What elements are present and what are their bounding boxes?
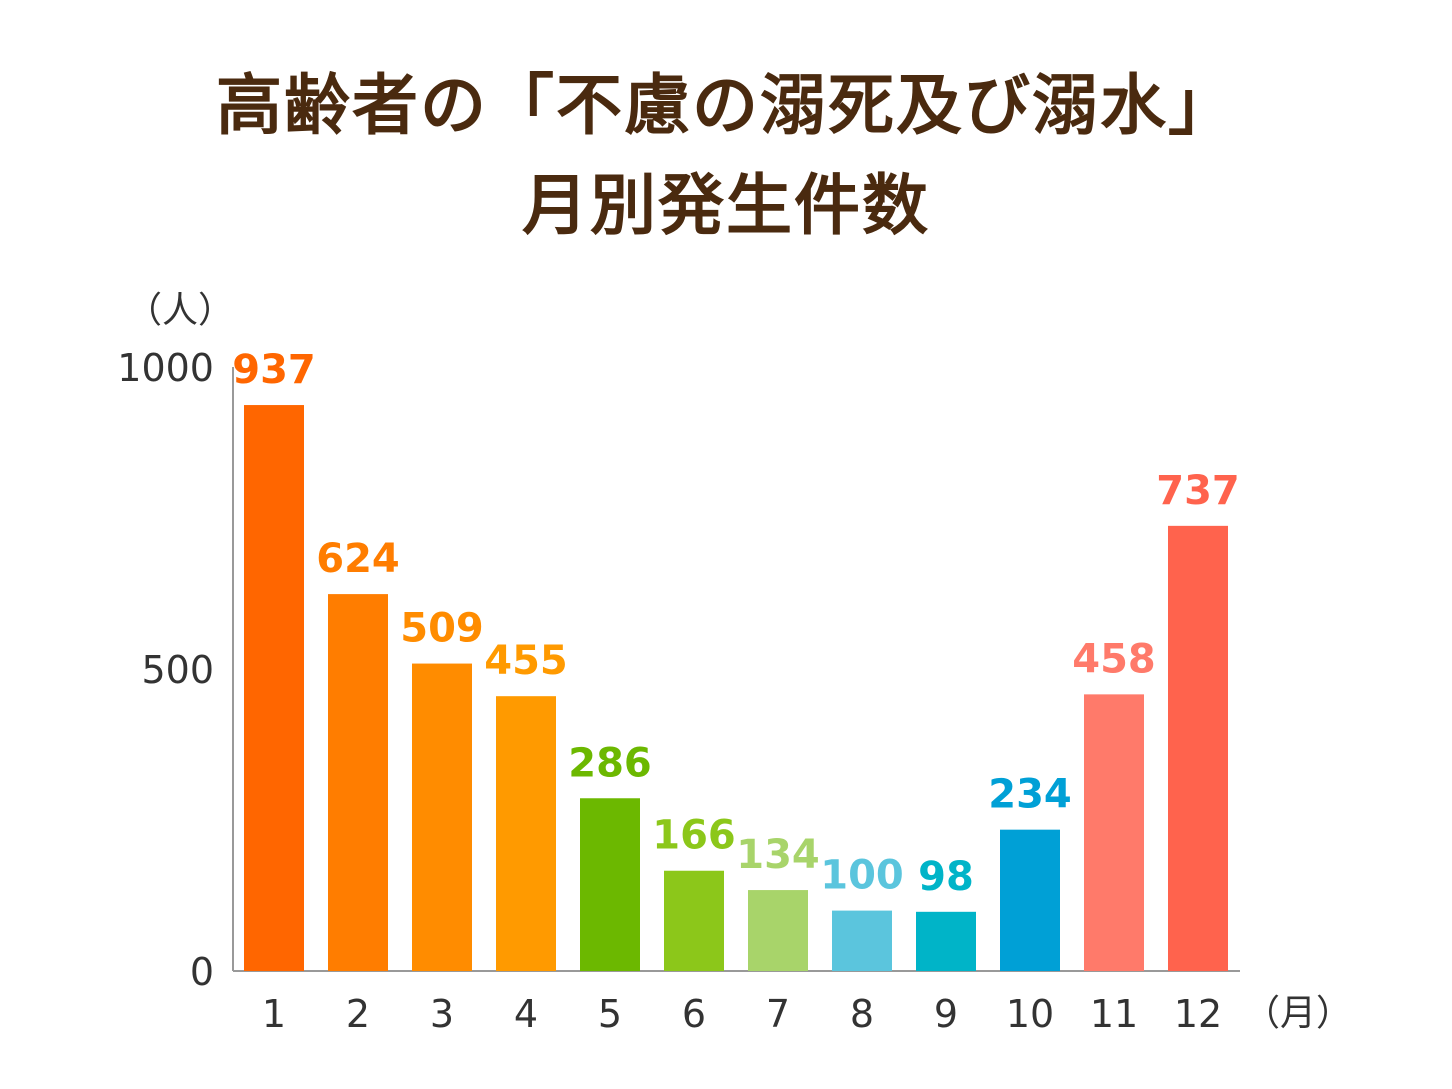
bar-month-4	[496, 696, 556, 971]
x-tick-label: 2	[346, 992, 370, 1036]
x-tick-label: 10	[1006, 992, 1054, 1036]
data-label-month-3: 509	[400, 606, 484, 652]
data-label-month-7: 134	[736, 832, 820, 878]
bars-group	[244, 405, 1228, 971]
chart-title-line-2: 月別発生件数	[522, 167, 930, 244]
x-ticks: 1 2 3 4 5 6 7 8 9 10 11 12	[262, 992, 1222, 1036]
bar-month-6	[664, 870, 724, 971]
x-tick-label: 4	[514, 992, 538, 1036]
y-tick-label: 1000	[117, 346, 214, 390]
x-tick-label: 8	[850, 992, 874, 1036]
bar-month-10	[1000, 829, 1060, 971]
y-tick-label: 500	[141, 648, 214, 692]
data-label-month-10: 234	[988, 772, 1072, 818]
x-axis-unit-label: （月）	[1244, 993, 1352, 1034]
data-label-month-6: 166	[652, 813, 736, 859]
data-label-month-5: 286	[568, 740, 652, 786]
data-label-month-4: 455	[484, 638, 568, 684]
data-label-month-8: 100	[820, 853, 904, 899]
y-tick-label: 0	[190, 950, 214, 994]
bar-month-12	[1168, 525, 1228, 971]
x-tick-label: 9	[934, 992, 958, 1036]
x-tick-label: 7	[766, 992, 790, 1036]
bar-month-7	[748, 890, 808, 971]
data-label-month-9: 98	[918, 854, 974, 900]
y-axis-unit-label: （人）	[126, 290, 234, 331]
bar-month-8	[832, 910, 892, 971]
x-tick-label: 1	[262, 992, 286, 1036]
x-tick-label: 5	[598, 992, 622, 1036]
bar-month-5	[580, 798, 640, 971]
bar-month-11	[1084, 694, 1144, 971]
x-tick-label: 3	[430, 992, 454, 1036]
x-tick-label: 12	[1174, 992, 1222, 1036]
bar-month-3	[412, 663, 472, 971]
data-label-month-1: 937	[232, 347, 316, 393]
y-ticks: 0 500 1000	[117, 346, 214, 994]
x-tick-label: 11	[1090, 992, 1138, 1036]
bar-month-9	[916, 911, 976, 971]
data-label-month-2: 624	[316, 536, 400, 582]
chart-title-line-1: 高齢者の「不慮の溺死及び溺水」	[216, 67, 1236, 144]
data-label-month-12: 737	[1156, 468, 1240, 514]
bar-month-1	[244, 405, 304, 971]
bar-month-2	[328, 594, 388, 971]
data-label-month-11: 458	[1072, 636, 1156, 682]
x-tick-label: 6	[682, 992, 706, 1036]
